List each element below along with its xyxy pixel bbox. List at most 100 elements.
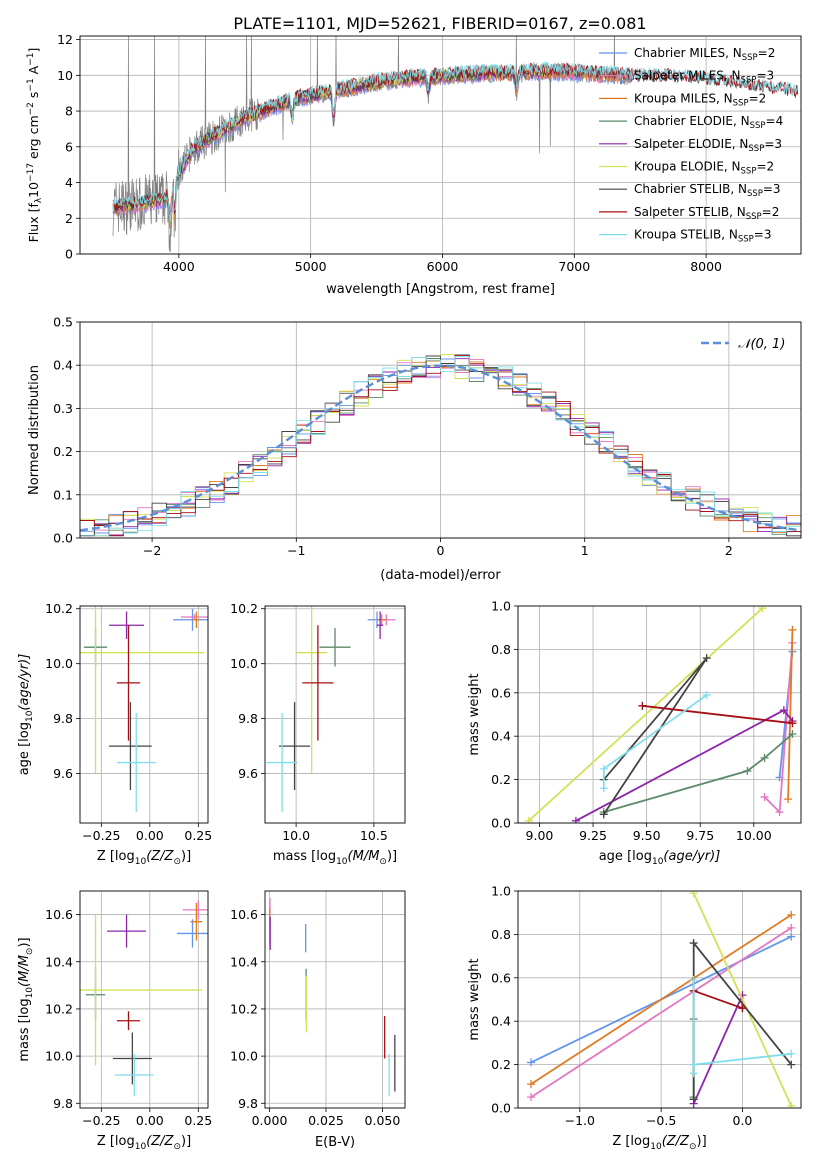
mass-weight-line (642, 704, 793, 725)
legend-entry: Kroupa ELODIE, NSSP=2 (634, 160, 774, 177)
residuals-xtick-label: 0 (437, 543, 445, 558)
mass-weight-line (692, 994, 744, 1105)
data-point-marker (689, 1095, 698, 1104)
age_vs_mass-plot-area (266, 606, 396, 813)
massweight_vs_age-ytick-label: 0.6 (491, 685, 511, 700)
mass-weight-line (692, 980, 792, 1074)
data-point-marker (571, 816, 580, 823)
data-point-marker (738, 1004, 747, 1013)
data-point-marker (599, 810, 608, 819)
massweight_vs_age-xtick-label: 9.75 (686, 828, 714, 843)
massweight_vs_Z-xtick-label: 0.0 (733, 1113, 753, 1128)
data-point-marker (787, 1101, 796, 1108)
y-axis-label: Normed distribution (27, 365, 42, 495)
massweight_vs_age-xtick-label: 9.50 (633, 828, 661, 843)
mass_vs_Z-ytick-label: 10.0 (45, 1049, 73, 1064)
figure-title: PLATE=1101, MJD=52621, FIBERID=0167, z=0… (233, 14, 646, 33)
legend-entry: Kroupa STELIB, NSSP=3 (634, 228, 772, 245)
massweight_vs_age-plot-area (524, 606, 797, 823)
x-axis-label: (data-model)/error (380, 568, 501, 583)
legend-entry: 𝒩(0, 1) (738, 337, 785, 352)
mass_vs_ebv-xtick-label: 0.025 (308, 1113, 344, 1128)
data-point-marker (524, 816, 533, 823)
spectrum-xtick-label: 4000 (163, 259, 195, 274)
age_vs_mass-ytick-label: 9.8 (238, 711, 258, 726)
mass-weight-line (692, 892, 793, 1107)
mass_vs_ebv-plot-area (269, 898, 396, 1097)
massweight_vs_age-ytick-label: 1.0 (491, 599, 511, 614)
mass-weight-line (693, 989, 743, 1010)
age_vs_mass-xtick-label: 10.0 (282, 828, 310, 843)
data-point-marker (743, 766, 752, 775)
data-point-marker (638, 701, 647, 710)
axes-frame (517, 890, 802, 1109)
data-point-marker (760, 792, 769, 801)
massweight_vs_age-xtick-label: 9.25 (579, 828, 607, 843)
residuals-legend: 𝒩(0, 1) (701, 337, 785, 352)
legend-entry: Salpeter MILES, NSSP=3 (634, 69, 774, 86)
massweight_vs_Z-axes: −1.0 −0.5 0.0 0.0 0.2 0.4 0.6 0.8 1.0 Z [log10(Z/… (467, 884, 802, 1152)
legend-entry: Chabrier ELODIE, NSSP=4 (634, 114, 783, 131)
massweight_vs_age-xtick-label: 10.00 (736, 828, 772, 843)
massweight_vs_Z-ytick-label: 0.2 (491, 1057, 511, 1072)
x-axis-label: mass [log10(M/M⊙)] (273, 849, 397, 867)
data-point-marker (527, 1080, 536, 1089)
spectrum-panel: 4000 5000 6000 7000 8000 0 2 4 6 8 10 12 wavelength … (26, 32, 802, 297)
massweight_vs_Z-plot-area (527, 891, 796, 1108)
mass-weight-line (530, 927, 792, 1098)
spectrum-xtick-label: 6000 (427, 259, 459, 274)
axes-frame (79, 321, 802, 539)
spectrum-axes: 4000 5000 6000 7000 8000 0 2 4 6 8 10 12 wavelength … (26, 32, 802, 297)
data-point-marker (788, 730, 797, 739)
mass_vs_Z-ytick-label: 10.2 (45, 1001, 73, 1016)
model-spectrum-line (112, 60, 799, 221)
age_vs_mass-xtick-label: 10.5 (360, 828, 388, 843)
axes-frame (517, 605, 802, 824)
residuals-ytick-label: 0.2 (53, 444, 73, 459)
data-point-marker (689, 975, 698, 984)
mass_vs_ebv-axes: 0.000 0.025 0.050 9.8 10.0 10.2 10.4 10.6 E(B-V) (230, 890, 406, 1150)
age_vs_Z-ytick-label: 10.2 (45, 601, 73, 616)
mass_vs_Z-axes: −0.25 0.00 0.25 9.8 10.0 10.2 10.4 10.6 Z [log10… (17, 890, 212, 1152)
axes-frame (264, 605, 406, 824)
mass-weight-line (530, 914, 792, 1085)
massweight_vs_age-ytick-label: 0.4 (491, 729, 511, 744)
massweight_vs_Z-xtick-label: −0.5 (646, 1113, 676, 1128)
spectrum-ytick-label: 6 (65, 139, 73, 154)
residuals-xtick-label: −2 (143, 543, 161, 558)
spectrum-ytick-label: 2 (65, 211, 73, 226)
data-point-marker (787, 1060, 796, 1069)
mass_vs_Z-xtick-label: 0.25 (184, 1113, 212, 1128)
massweight_vs_age-ytick-label: 0.8 (491, 642, 511, 657)
age_vs_Z-ytick-label: 9.6 (53, 766, 73, 781)
data-point-marker (689, 939, 698, 948)
histogram-step-line (80, 354, 801, 537)
age_vs_Z-grid (80, 606, 208, 823)
age_vs_Z-xtick-label: 0.00 (136, 828, 164, 843)
x-axis-label: age [log10(age/yr)] (599, 849, 721, 867)
data-point-marker (788, 719, 797, 728)
data-point-marker (689, 1069, 698, 1078)
mass_vs_ebv-grid (265, 891, 405, 1108)
mass_vs_ebv-xtick-label: 0.050 (365, 1113, 401, 1128)
data-point-marker (787, 932, 796, 941)
mass_vs_Z-xtick-label: −0.25 (82, 1113, 120, 1128)
spectrum-plot-area (112, 36, 799, 253)
age_vs_Z-xtick-label: −0.25 (82, 828, 120, 843)
mass_vs_Z-ytick-label: 10.4 (45, 954, 73, 969)
y-axis-label: mass weight (467, 958, 482, 1040)
spectrum-ytick-label: 4 (65, 175, 73, 190)
y-axis-label: mass weight (467, 673, 482, 755)
residuals-ytick-label: 0.3 (53, 401, 73, 416)
age_vs_Z-panel: −0.25 0.00 0.25 9.6 9.8 10.0 10.2 Z [log10(Z/Z⊙… (17, 601, 212, 867)
x-axis-label: Z [log10(Z/Z⊙)] (97, 849, 191, 867)
residuals-ytick-label: 0.5 (53, 315, 73, 330)
legend-entry: Kroupa MILES, NSSP=2 (634, 91, 766, 108)
age_vs_Z-axes: −0.25 0.00 0.25 9.6 9.8 10.0 10.2 Z [log10(Z/Z⊙… (17, 601, 212, 867)
age_vs_mass-axes: 10.0 10.5 9.6 9.8 10.0 10.2 mass [log10(M/M⊙)] (230, 601, 406, 867)
axes-frame (264, 890, 406, 1109)
mass_vs_ebv-ytick-label: 10.4 (230, 954, 258, 969)
age_vs_Z-ytick-label: 9.8 (53, 711, 73, 726)
massweight_vs_Z-ytick-label: 0.4 (491, 1014, 511, 1029)
spectrum-ytick-label: 10 (57, 68, 73, 83)
